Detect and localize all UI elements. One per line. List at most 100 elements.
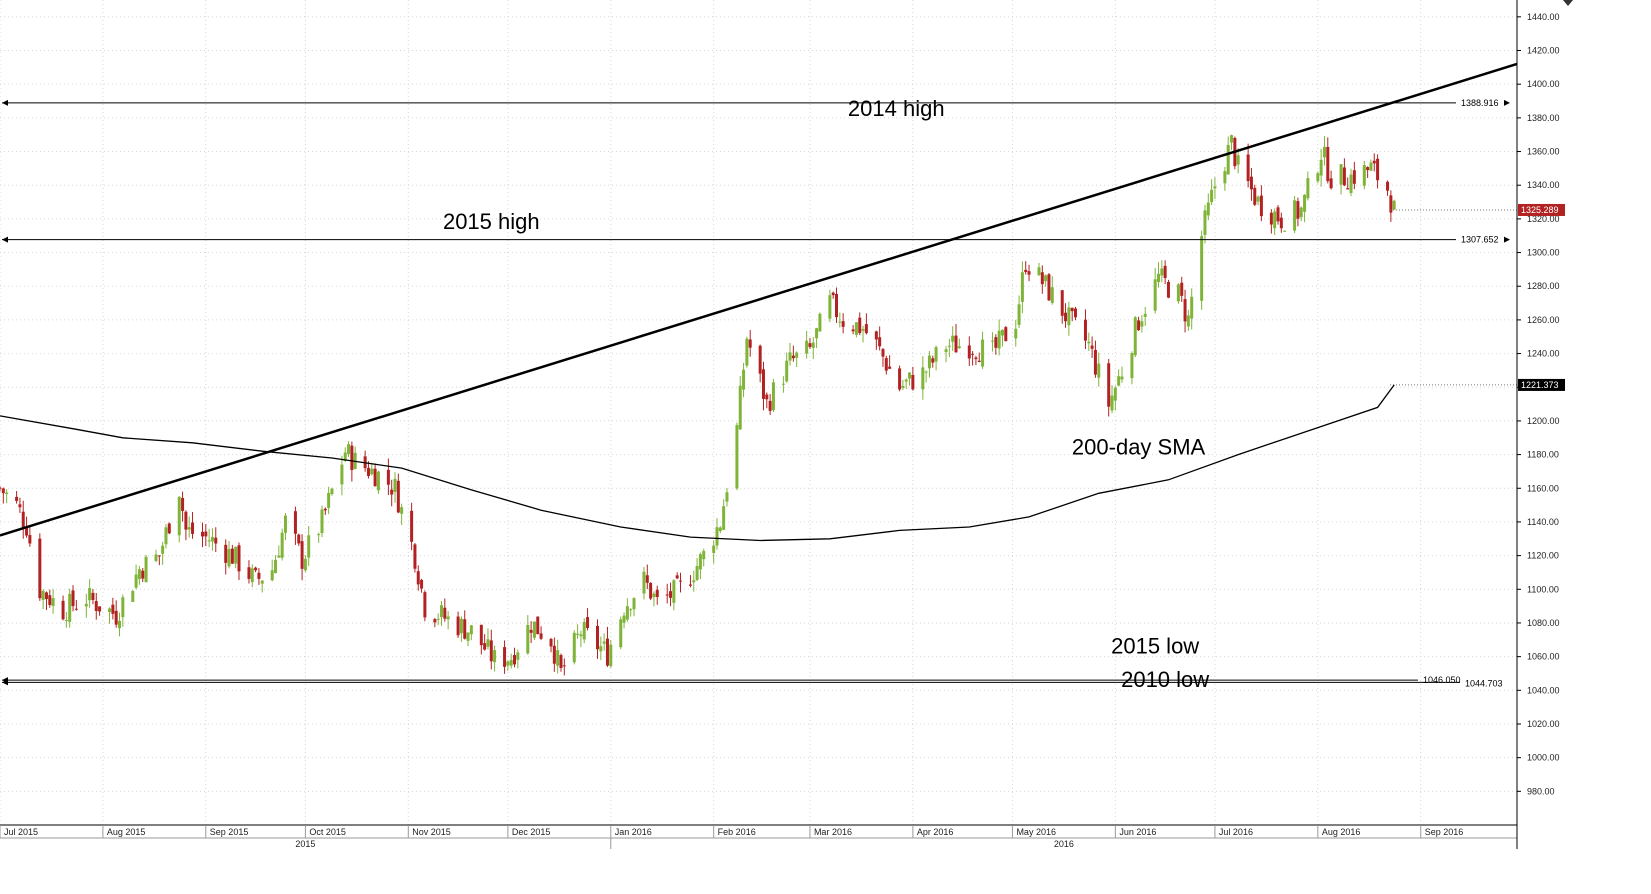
sma-value-tag-label: 1221.373: [1521, 380, 1559, 390]
candle-body: [1253, 187, 1257, 205]
y-tick-label: 1360.00: [1527, 147, 1560, 157]
candle-body: [1276, 207, 1280, 222]
candle-body: [74, 608, 78, 610]
candle-body: [1329, 178, 1333, 189]
candle-body: [981, 339, 985, 367]
candle-body: [904, 379, 908, 382]
candle-body: [629, 609, 633, 611]
y-tick-label: 1120.00: [1527, 551, 1559, 561]
candle-body: [64, 619, 68, 621]
candle-body: [61, 600, 65, 620]
candle-body: [1163, 265, 1167, 279]
candle-body: [967, 345, 971, 359]
candle-body: [94, 601, 98, 611]
candle-body: [1044, 275, 1048, 282]
y-tick-label: 980.00: [1527, 786, 1555, 796]
candle-body: [234, 546, 238, 564]
candle-body: [878, 337, 882, 347]
candle-body: [605, 638, 609, 666]
level-arrow-left-icon: [2, 236, 8, 243]
x-tick-label: Jul 2016: [1219, 827, 1253, 837]
candle-body: [974, 357, 978, 360]
candle-body: [559, 655, 563, 668]
candle-body: [224, 544, 228, 563]
candle-body: [1087, 341, 1091, 344]
candle-body: [1256, 196, 1260, 202]
candle-body: [469, 625, 473, 635]
candle-body: [715, 527, 719, 546]
candle-body: [330, 488, 334, 495]
candle-body: [1017, 304, 1021, 325]
candle-body: [230, 548, 234, 564]
candle-body: [1319, 159, 1323, 176]
candle-body: [436, 618, 440, 620]
candle-body: [191, 522, 195, 534]
candle-body: [84, 603, 88, 607]
candle-body: [400, 507, 404, 514]
candle-body: [466, 632, 470, 641]
candle-body: [506, 661, 510, 666]
x-tick-label: Oct 2015: [309, 827, 346, 837]
candle-body: [609, 644, 613, 667]
chart-menu-dropdown-icon[interactable]: [1563, 0, 1573, 6]
candle-body: [599, 646, 603, 652]
candle-body: [1352, 170, 1356, 184]
candle-body: [1113, 387, 1117, 401]
candle-body: [1047, 274, 1051, 301]
candle-body: [536, 616, 540, 635]
candle-body: [1000, 329, 1004, 336]
candle-body: [1389, 195, 1393, 213]
candle-body: [669, 591, 673, 598]
candle-body: [765, 394, 769, 400]
candle-body: [479, 624, 483, 646]
candle-body: [911, 375, 915, 390]
candle-body: [625, 606, 629, 620]
y-tick-label: 1300.00: [1527, 248, 1560, 258]
candle-body: [722, 506, 726, 530]
candle-body: [114, 610, 118, 625]
candle-body: [376, 471, 380, 491]
candle-body: [1273, 211, 1277, 229]
candle-body: [1093, 349, 1097, 375]
sma-value-tag: [1518, 378, 1565, 391]
y-tick-label: 1320.00: [1527, 214, 1560, 224]
candle-body: [881, 349, 885, 357]
candle-body: [25, 527, 29, 536]
candle-body: [1299, 207, 1303, 218]
candle-body: [1349, 174, 1353, 193]
candle-body: [207, 540, 211, 542]
candle-body: [1369, 162, 1373, 171]
trendline-path: [0, 62, 1518, 537]
candle-body: [509, 659, 513, 666]
candle-body: [788, 352, 792, 361]
candle-body: [781, 383, 785, 385]
candle-body: [137, 569, 141, 580]
candle-body: [347, 444, 351, 455]
candle-body: [576, 633, 580, 635]
candle-body: [1143, 313, 1147, 317]
candle-body: [1014, 328, 1018, 339]
candle-body: [1366, 167, 1370, 171]
candle-body: [698, 554, 702, 570]
y-tick-label: 1000.00: [1527, 753, 1560, 763]
candle-body: [303, 558, 307, 571]
candle-body: [927, 355, 931, 369]
candle-body: [1326, 146, 1330, 182]
candle-body: [459, 618, 463, 634]
candle-body: [841, 321, 845, 327]
candle-body: [552, 645, 556, 664]
candle-body: [1200, 236, 1204, 301]
level-label: 1307.652: [1461, 235, 1499, 245]
candle-body: [5, 492, 9, 495]
level-arrow-right-icon: [1504, 236, 1510, 243]
candle-body: [237, 545, 241, 572]
candle-body: [1279, 217, 1283, 229]
candle-body: [144, 556, 148, 583]
candle-body: [463, 619, 467, 639]
candle-body: [280, 532, 284, 558]
candle-body: [991, 340, 995, 342]
candle-body: [307, 535, 311, 558]
candle-body: [293, 511, 297, 534]
candle-body: [994, 337, 998, 348]
